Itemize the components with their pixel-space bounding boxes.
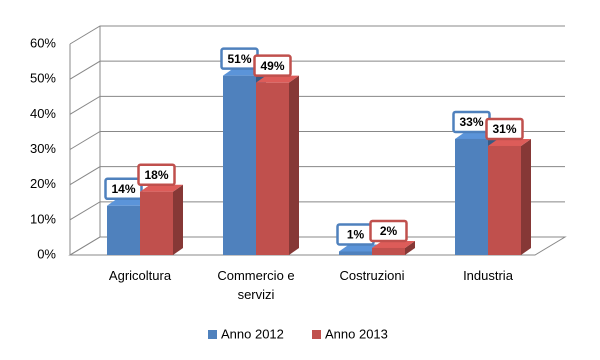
y-tick-label: 50% (30, 71, 56, 86)
bar-side (289, 75, 299, 255)
bar-top (339, 244, 382, 252)
x-tick-label: Commercio e servizi (217, 268, 295, 302)
grid-line (69, 25, 565, 45)
grid-line (69, 236, 565, 256)
bar (372, 247, 405, 255)
value-label-box (485, 117, 524, 141)
value-label-box (104, 177, 143, 201)
bar-side (405, 240, 415, 255)
y-tick-label: 60% (30, 35, 56, 50)
legend-label: Anno 2013 (325, 326, 388, 341)
x-tick-label: Agricoltura (108, 268, 172, 283)
value-label: 1% (347, 228, 365, 242)
value-label: 49% (260, 59, 284, 73)
y-tick-label: 10% (30, 211, 56, 226)
bar (455, 138, 488, 255)
value-label: 18% (144, 168, 168, 182)
bar (256, 82, 289, 255)
bar-top (372, 240, 415, 248)
value-label: 2% (380, 224, 398, 238)
value-label-box (253, 54, 292, 77)
y-tick-label: 30% (30, 141, 56, 156)
legend-label: Anno 2012 (221, 326, 284, 341)
bar-side (521, 138, 531, 255)
value-label: 14% (111, 182, 135, 196)
bar (223, 75, 256, 256)
bar-side (173, 184, 183, 255)
x-tick-label: Costruzioni (339, 268, 405, 283)
legend-swatch (208, 330, 217, 339)
bar-top (256, 75, 299, 83)
value-label: 51% (227, 52, 251, 66)
grid-line (69, 95, 565, 115)
bar-top (107, 198, 150, 206)
grid-line (69, 166, 565, 186)
value-label-box (137, 163, 176, 186)
legend-swatch (312, 330, 321, 339)
bar-top (140, 184, 183, 192)
y-tick-label: 20% (30, 176, 56, 191)
bar (107, 205, 140, 255)
grid-line (69, 201, 565, 221)
x-tick-label: Industria (463, 268, 513, 283)
y-tick-label: 0% (37, 246, 56, 261)
bar (339, 251, 372, 255)
grid-line (69, 131, 565, 150)
value-label: 33% (459, 115, 483, 129)
value-label-box (369, 219, 408, 243)
bar (488, 145, 521, 255)
grid-line (69, 60, 565, 80)
bar (140, 191, 173, 255)
value-label: 31% (492, 122, 516, 136)
bar-top (488, 138, 531, 146)
y-tick-label: 40% (30, 106, 56, 121)
